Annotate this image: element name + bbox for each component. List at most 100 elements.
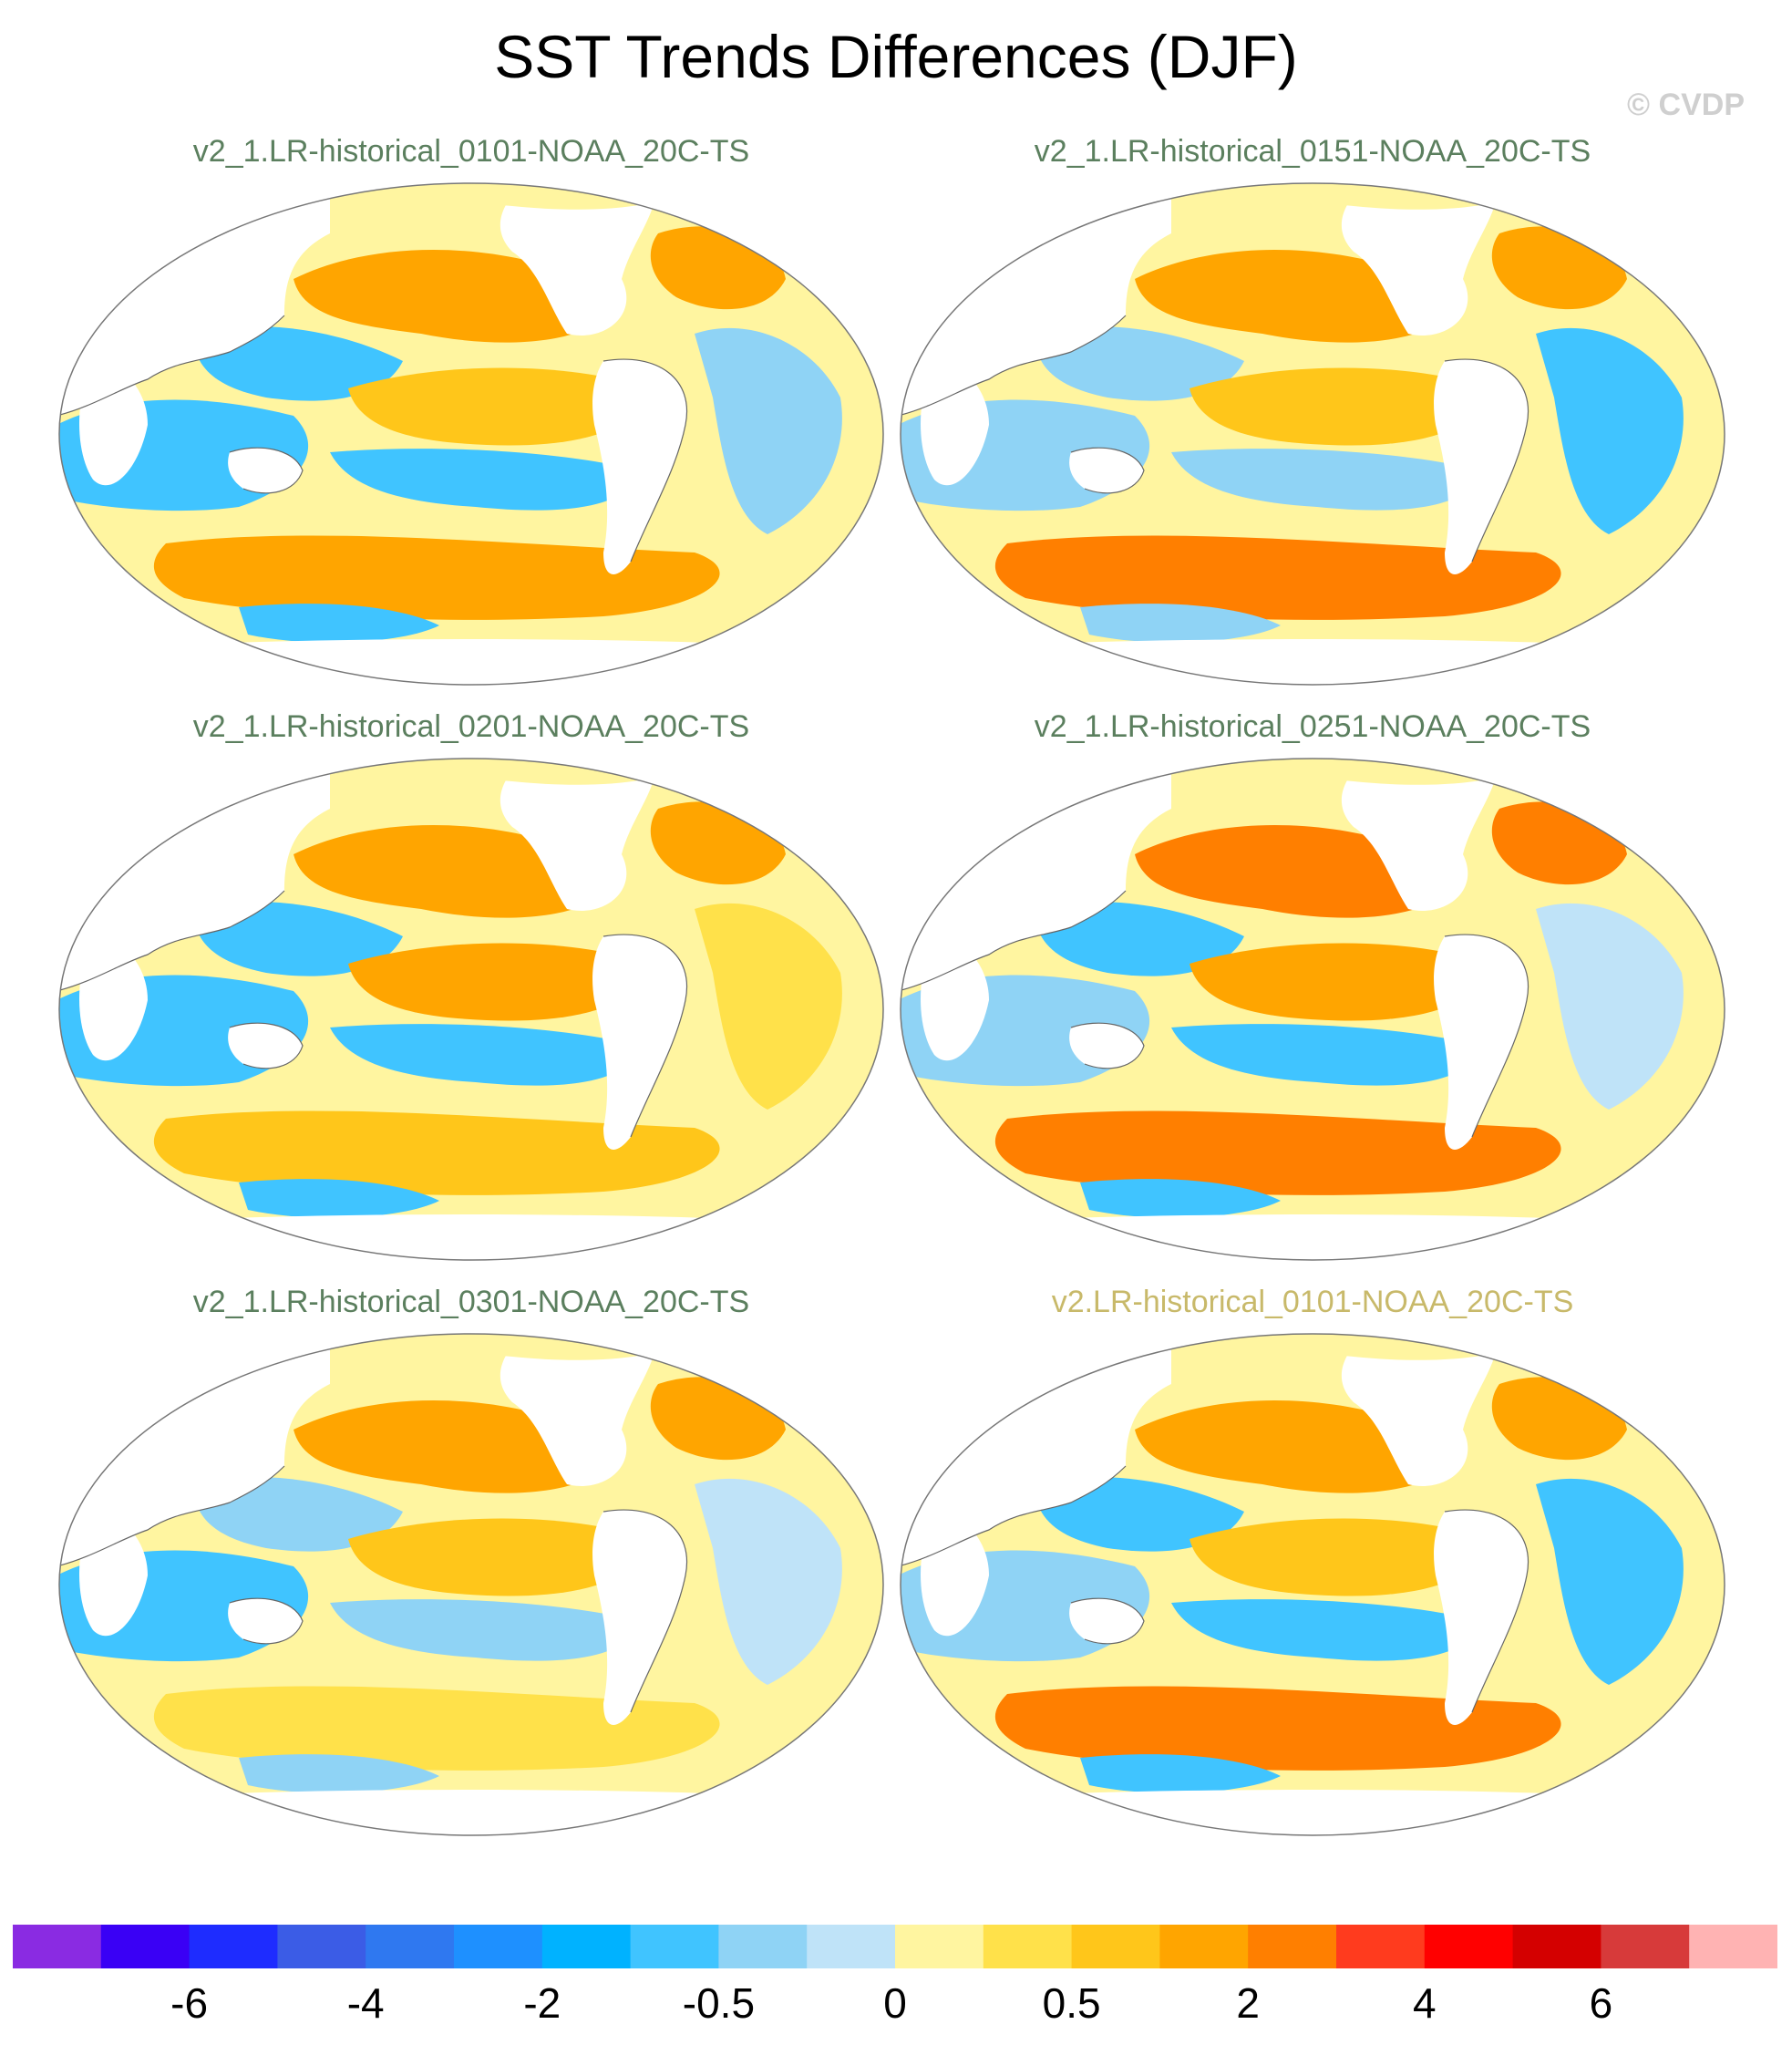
map-panel-3: v2_1.LR-historical_0201-NOAA_20C-TS: [57, 708, 886, 1265]
colorbar-segment: [807, 1925, 896, 1968]
colorbar-segment: [1159, 1925, 1249, 1968]
sst-anomaly-region: [695, 1478, 842, 1685]
sst-anomaly-region: [1536, 1478, 1684, 1685]
panel-title: v2_1.LR-historical_0101-NOAA_20C-TS: [192, 134, 750, 169]
coastline: [229, 1597, 304, 1645]
panel-title: v2_1.LR-historical_0201-NOAA_20C-TS: [192, 709, 750, 744]
sst-anomaly-region: [1171, 1599, 1481, 1661]
sst-anomaly-region: [193, 901, 403, 976]
sst-anomaly-region: [1536, 327, 1684, 534]
land-mass: [901, 639, 1725, 685]
coastline: [602, 1509, 688, 1713]
sst-anomaly-region: [1190, 943, 1490, 1021]
sst-anomaly-region: [193, 325, 403, 401]
sst-anomaly-region: [1171, 1024, 1481, 1086]
colorbar-segment: [1336, 1925, 1426, 1968]
map-outline: [900, 758, 1725, 1261]
sst-anomaly-region: [695, 903, 842, 1110]
figure-title: SST Trends Differences (DJF): [494, 23, 1298, 90]
sst-anomaly-region: [1080, 1754, 1281, 1793]
colorbar-segment: [1689, 1925, 1777, 1968]
coastline: [1070, 1597, 1145, 1645]
land-mass: [901, 1790, 1725, 1835]
land-mass: [228, 1598, 303, 1644]
land-mass: [901, 1214, 1725, 1260]
sst-anomaly-region: [239, 1754, 439, 1793]
colorbar-tick-label: 2: [1236, 1979, 1260, 2027]
colorbar-segment: [277, 1925, 366, 1968]
map-outline: [900, 182, 1725, 686]
land-mass: [1342, 759, 1499, 911]
land-mass: [228, 448, 303, 493]
coastline: [59, 1465, 285, 1567]
land-mass: [592, 1510, 687, 1725]
sst-anomaly-region: [1190, 367, 1490, 446]
sst-anomaly-region: [153, 1686, 720, 1771]
land-mass: [59, 1790, 883, 1835]
coastline: [1444, 1509, 1529, 1713]
colorbar-segment: [630, 1925, 719, 1968]
land-mass: [1434, 359, 1529, 574]
sst-anomaly-region: [239, 604, 439, 643]
sst-anomaly-region: [1080, 1179, 1281, 1218]
colorbar-segment: [189, 1925, 278, 1968]
sst-trend-map: [58, 758, 884, 1261]
land-mass: [79, 1512, 148, 1637]
coastline: [1070, 447, 1145, 494]
land-mass: [1069, 1598, 1144, 1644]
coastline: [1444, 934, 1529, 1138]
coastline: [1444, 358, 1529, 563]
map-panel-6: v2.LR-historical_0101-NOAA_20C-TS: [898, 1284, 1727, 1840]
sst-trend-map: [900, 1333, 1725, 1836]
sst-trend-map: [58, 182, 884, 686]
colorbar-segment: [718, 1925, 808, 1968]
sst-anomaly-region: [1035, 1476, 1244, 1552]
land-mass: [1342, 1334, 1499, 1486]
coastline: [901, 315, 1127, 417]
sst-anomaly-region: [330, 1024, 640, 1086]
colorbar-tick-label: 0: [883, 1979, 907, 2027]
sst-anomaly-region: [1536, 903, 1684, 1110]
colorbar-segment: [1601, 1925, 1690, 1968]
sst-anomaly-region: [994, 1686, 1561, 1771]
sst-anomaly-region: [330, 1599, 640, 1661]
land-mass: [59, 639, 883, 685]
land-mass: [921, 361, 989, 486]
map-panel-2: v2_1.LR-historical_0151-NOAA_20C-TS: [898, 133, 1727, 689]
colorbar-tick-label: 0.5: [1042, 1979, 1101, 2027]
land-mass: [79, 936, 148, 1061]
colorbar-segment: [454, 1925, 543, 1968]
land-mass: [1434, 1510, 1529, 1725]
colorbar-segment: [1071, 1925, 1160, 1968]
map-panel-5: v2_1.LR-historical_0301-NOAA_20C-TS: [57, 1284, 886, 1840]
colorbar-segment: [1248, 1925, 1337, 1968]
colorbar-tick-labels: -6 -4 -2 -0.5 0 0.5 2 4 6: [0, 1978, 1792, 2033]
sst-anomaly-region: [348, 367, 649, 446]
colorbar-segment: [13, 1925, 102, 1968]
sst-trend-map: [900, 182, 1725, 686]
land-mass: [500, 759, 658, 911]
colorbar-tick-label: 4: [1413, 1979, 1437, 2027]
sst-anomaly-region: [239, 1179, 439, 1218]
panel-title: v2_1.LR-historical_0251-NOAA_20C-TS: [1034, 709, 1591, 744]
cvdp-watermark: © CVDP: [1627, 88, 1745, 122]
sst-anomaly-region: [695, 327, 842, 534]
map-panel-1: v2_1.LR-historical_0101-NOAA_20C-TS: [57, 133, 886, 689]
sst-anomaly-region: [1190, 1518, 1490, 1596]
land-mass: [1434, 935, 1529, 1150]
map-panel-4: v2_1.LR-historical_0251-NOAA_20C-TS: [898, 708, 1727, 1265]
sst-anomaly-region: [1080, 604, 1281, 643]
colorbar-tick-label: -2: [523, 1979, 561, 2027]
colorbar-tick-label: 6: [1589, 1979, 1613, 2027]
sst-anomaly-region: [153, 535, 720, 620]
sst-anomaly-region: [994, 535, 1561, 620]
coastline: [602, 934, 688, 1138]
colorbar-segment: [541, 1925, 632, 1968]
sst-anomaly-region: [994, 1110, 1561, 1195]
land-mass: [592, 359, 687, 574]
land-mass: [1342, 183, 1499, 336]
coastline: [59, 890, 285, 992]
sst-trend-map: [900, 758, 1725, 1261]
land-mass: [592, 935, 687, 1150]
sst-anomaly-region: [1171, 449, 1481, 511]
